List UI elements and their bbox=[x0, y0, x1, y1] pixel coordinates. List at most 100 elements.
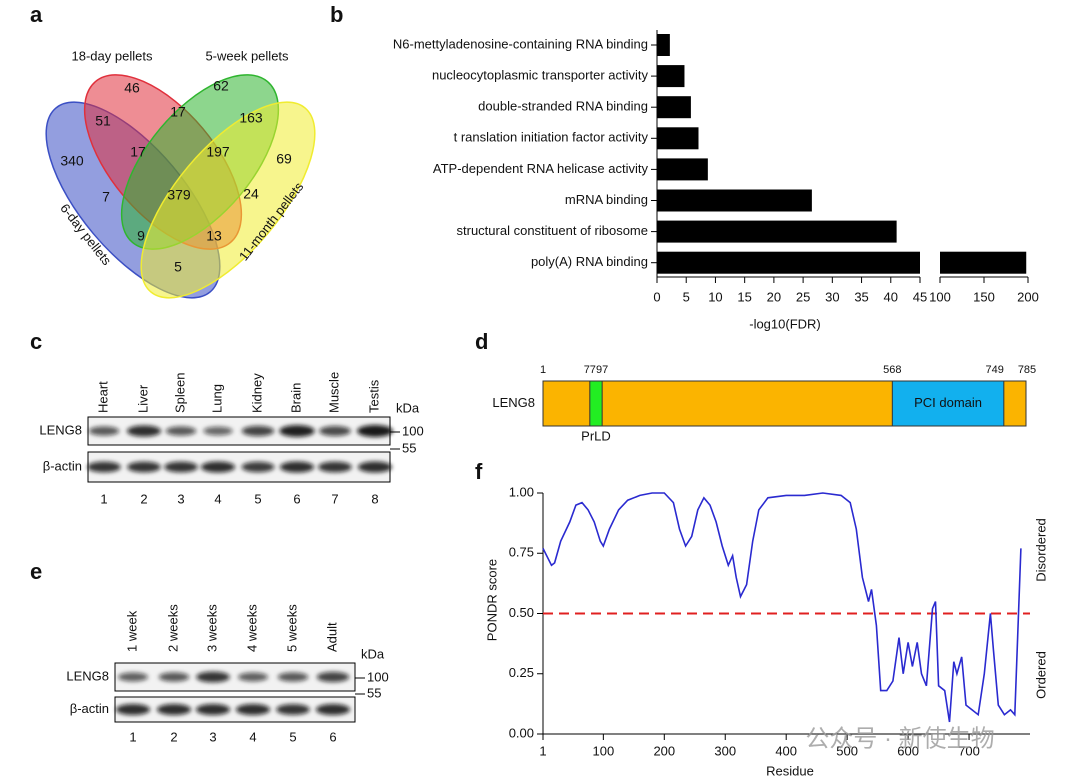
band bbox=[357, 461, 393, 473]
lane-label: Muscle bbox=[326, 372, 341, 413]
x-tick-label: 600 bbox=[897, 743, 919, 758]
lane-number: 3 bbox=[177, 491, 184, 506]
venn-count: 5 bbox=[174, 259, 182, 275]
bar bbox=[657, 220, 897, 243]
y-tick-label: mRNA binding bbox=[565, 192, 648, 207]
y-tick-label: double-stranded RNA binding bbox=[478, 99, 648, 114]
lane-label: Lung bbox=[209, 384, 224, 413]
lane-number: 2 bbox=[140, 491, 147, 506]
watermark: 公众号 · 新使生物 bbox=[805, 725, 994, 752]
annotation: Ordered bbox=[1033, 651, 1048, 699]
position-label: 785 bbox=[1018, 364, 1036, 376]
y-tick-label: 1.00 bbox=[509, 484, 534, 499]
y-tick-label: 0.00 bbox=[509, 725, 534, 740]
y-tick-label: structural constituent of ribosome bbox=[457, 223, 648, 238]
domain bbox=[891, 380, 1005, 427]
x-tick-label: 500 bbox=[836, 743, 858, 758]
domain-label: PCI domain bbox=[914, 395, 982, 410]
protein-name: LENG8 bbox=[492, 395, 535, 410]
marker-label: 55 bbox=[367, 685, 381, 700]
y-tick-label: t ranslation initiation factor activity bbox=[454, 130, 649, 145]
x-axis-label: Residue bbox=[766, 763, 814, 778]
row-label: LENG8 bbox=[66, 668, 109, 683]
band bbox=[126, 425, 162, 437]
band bbox=[195, 703, 231, 716]
band bbox=[357, 425, 393, 437]
band bbox=[279, 425, 315, 437]
panel-label: d bbox=[475, 329, 488, 354]
venn-count: 340 bbox=[60, 153, 84, 169]
band bbox=[88, 426, 120, 436]
bar bbox=[657, 158, 708, 181]
y-tick-label: ATP-dependent RNA helicase activity bbox=[433, 161, 649, 176]
band bbox=[241, 425, 275, 437]
venn-count: 9 bbox=[137, 228, 145, 244]
panel-label: c bbox=[30, 329, 42, 354]
x-tick-label: 200 bbox=[653, 743, 675, 758]
domain bbox=[589, 380, 603, 427]
venn-set bbox=[140, 101, 316, 299]
x-tick-label: 25 bbox=[796, 289, 810, 304]
x-tick-label: 20 bbox=[767, 289, 781, 304]
band bbox=[241, 461, 275, 473]
x-tick-label: 1 bbox=[539, 743, 546, 758]
blot-frame bbox=[114, 696, 356, 723]
lane-label: 1 week bbox=[124, 610, 139, 652]
marker-label: 100 bbox=[367, 669, 389, 684]
x-tick-label: 10 bbox=[708, 289, 722, 304]
lane-number: 6 bbox=[329, 729, 336, 744]
venn-count: 17 bbox=[130, 144, 146, 160]
venn-count: 69 bbox=[276, 151, 292, 167]
band bbox=[235, 703, 271, 716]
lane-number: 4 bbox=[214, 491, 221, 506]
unit-label: kDa bbox=[361, 646, 385, 661]
venn-count: 197 bbox=[206, 144, 230, 160]
x-axis-label: -log10(FDR) bbox=[749, 316, 821, 331]
x-tick-label: 35 bbox=[854, 289, 868, 304]
y-tick-label: 0.25 bbox=[509, 665, 534, 680]
position-label: 1 bbox=[540, 364, 546, 376]
blot-frame bbox=[114, 662, 356, 692]
lane-label: Brain bbox=[288, 383, 303, 413]
x-tick-label: 15 bbox=[737, 289, 751, 304]
band bbox=[276, 704, 310, 715]
lane-number: 5 bbox=[254, 491, 261, 506]
y-axis-label: PONDR score bbox=[484, 559, 499, 641]
domain-label: PrLD bbox=[581, 428, 611, 443]
venn-count: 379 bbox=[167, 187, 191, 203]
venn-set-label: 18-day pellets bbox=[72, 48, 153, 63]
marker-label: 100 bbox=[402, 423, 424, 438]
panel-label: e bbox=[30, 559, 42, 584]
bar bbox=[657, 127, 699, 150]
band bbox=[279, 461, 315, 473]
annotation: Disordered bbox=[1033, 518, 1048, 582]
bar bbox=[657, 96, 691, 119]
band bbox=[203, 426, 233, 436]
x-tick-label: 400 bbox=[775, 743, 797, 758]
lane-number: 6 bbox=[293, 491, 300, 506]
band bbox=[316, 671, 350, 683]
bar bbox=[657, 65, 685, 88]
marker-label: 55 bbox=[402, 440, 416, 455]
panel-label: a bbox=[30, 2, 43, 27]
x-tick-label: 100 bbox=[592, 743, 614, 758]
x-tick-label: 0 bbox=[653, 289, 660, 304]
lane-label: Spleen bbox=[172, 373, 187, 413]
row-label: LENG8 bbox=[39, 422, 82, 437]
position-label: 568 bbox=[883, 364, 901, 376]
y-tick-label: 0.75 bbox=[509, 545, 534, 560]
panel-label: b bbox=[330, 2, 343, 27]
lane-number: 2 bbox=[170, 729, 177, 744]
bar bbox=[940, 251, 1027, 274]
panel-label: f bbox=[475, 459, 483, 484]
venn-count: 62 bbox=[213, 78, 229, 94]
band bbox=[156, 703, 192, 716]
y-tick-label: poly(A) RNA binding bbox=[531, 254, 648, 269]
lane-number: 4 bbox=[249, 729, 256, 744]
lane-label: 4 weeks bbox=[244, 604, 259, 652]
bar bbox=[657, 251, 920, 274]
position-label: 749 bbox=[985, 364, 1003, 376]
x-tick-label: 30 bbox=[825, 289, 839, 304]
lane-number: 3 bbox=[209, 729, 216, 744]
